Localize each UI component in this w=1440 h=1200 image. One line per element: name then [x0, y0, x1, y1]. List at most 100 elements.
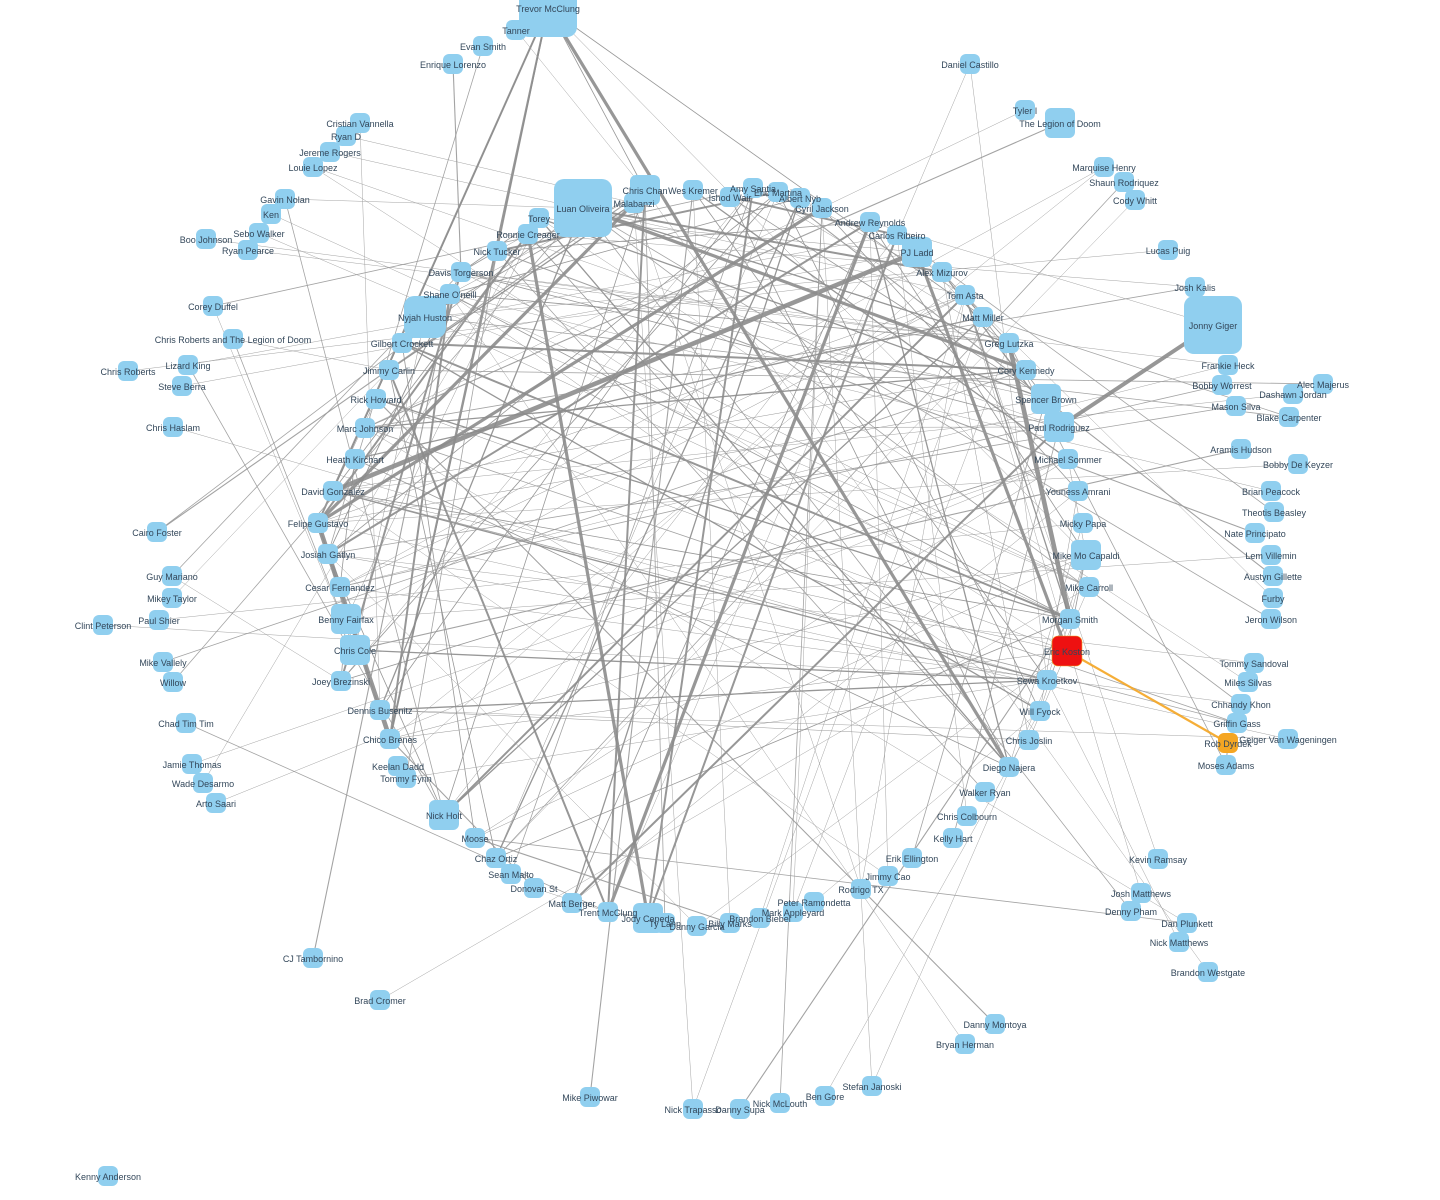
svg-text:Mike Mo Capaldi: Mike Mo Capaldi [1052, 551, 1119, 561]
svg-text:Tommy Fynn: Tommy Fynn [380, 774, 432, 784]
svg-text:Nate Principato: Nate Principato [1224, 529, 1286, 539]
svg-text:Josh Kalis: Josh Kalis [1174, 283, 1216, 293]
svg-text:Chris Roberts: Chris Roberts [100, 367, 156, 377]
svg-text:Gavin Nolan: Gavin Nolan [260, 195, 310, 205]
svg-text:Tyler I: Tyler I [1013, 106, 1038, 116]
svg-text:Geiger Van Wageningen: Geiger Van Wageningen [1239, 735, 1337, 745]
svg-text:Paul Rodriguez: Paul Rodriguez [1028, 423, 1090, 433]
svg-text:Torey: Torey [528, 214, 551, 224]
svg-text:Clint Peterson: Clint Peterson [75, 621, 132, 631]
svg-text:Danny Montoya: Danny Montoya [963, 1020, 1026, 1030]
svg-text:Jeron Wilson: Jeron Wilson [1245, 615, 1297, 625]
svg-text:Aramis Hudson: Aramis Hudson [1210, 445, 1272, 455]
svg-text:Chico Brenes: Chico Brenes [363, 735, 418, 745]
svg-text:Bobby De Keyzer: Bobby De Keyzer [1263, 460, 1333, 470]
svg-text:Felipe Gustavo: Felipe Gustavo [288, 519, 349, 529]
svg-text:Micky Papa: Micky Papa [1060, 519, 1107, 529]
svg-text:Kenny Anderson: Kenny Anderson [75, 1172, 141, 1182]
svg-text:Heath Kirchart: Heath Kirchart [326, 455, 384, 465]
svg-text:Ronnie Creager: Ronnie Creager [496, 230, 560, 240]
svg-text:Shane O'neill: Shane O'neill [423, 290, 476, 300]
svg-text:Chhandy Khon: Chhandy Khon [1211, 700, 1271, 710]
svg-text:Lem Villemin: Lem Villemin [1245, 551, 1296, 561]
svg-text:Spencer Brown: Spencer Brown [1015, 395, 1077, 405]
svg-text:The Legion of Doom: The Legion of Doom [1019, 119, 1101, 129]
svg-text:Dan Plunkett: Dan Plunkett [1161, 919, 1213, 929]
svg-text:Cairo Foster: Cairo Foster [132, 528, 182, 538]
svg-text:Lucas Puig: Lucas Puig [1146, 246, 1191, 256]
svg-text:Furby: Furby [1261, 594, 1285, 604]
svg-text:Louie Lopez: Louie Lopez [288, 163, 338, 173]
svg-text:Benny Fairfax: Benny Fairfax [318, 615, 374, 625]
svg-text:Dennis Busenitz: Dennis Busenitz [347, 706, 413, 716]
svg-text:Cory Kennedy: Cory Kennedy [997, 366, 1055, 376]
svg-text:Greg Lutzka: Greg Lutzka [984, 339, 1033, 349]
svg-text:Tanner: Tanner [502, 26, 530, 36]
svg-text:Boo Johnson: Boo Johnson [180, 235, 233, 245]
svg-text:Alex Mizurov: Alex Mizurov [916, 268, 968, 278]
svg-text:Keelan Dadd: Keelan Dadd [372, 762, 424, 772]
svg-text:Marc Johnson: Marc Johnson [337, 424, 394, 434]
svg-text:Ishod Wair: Ishod Wair [709, 193, 752, 203]
svg-text:Moose: Moose [461, 834, 488, 844]
svg-text:Mason Silva: Mason Silva [1211, 402, 1260, 412]
svg-text:Peter Ramondetta: Peter Ramondetta [777, 898, 850, 908]
svg-text:Sebo Walker: Sebo Walker [233, 229, 284, 239]
svg-text:Davis Torgerson: Davis Torgerson [429, 268, 494, 278]
svg-text:Diego Najera: Diego Najera [983, 763, 1036, 773]
svg-text:Joey Brezinski: Joey Brezinski [312, 677, 370, 687]
svg-text:Josiah Gatlyn: Josiah Gatlyn [301, 550, 356, 560]
svg-text:Chris Cole: Chris Cole [334, 646, 376, 656]
svg-text:Ryan D: Ryan D [331, 132, 362, 142]
svg-text:Jimmy Carlin: Jimmy Carlin [363, 366, 415, 376]
svg-text:Eric Koston: Eric Koston [1044, 647, 1090, 657]
svg-text:Jamie Thomas: Jamie Thomas [163, 760, 222, 770]
svg-text:Shaun Rodriquez: Shaun Rodriquez [1089, 178, 1159, 188]
svg-text:Guy Mariano: Guy Mariano [146, 572, 198, 582]
svg-text:Jereme Rogers: Jereme Rogers [299, 148, 361, 158]
svg-text:Evan Smith: Evan Smith [460, 42, 506, 52]
svg-text:Kevin Ramsay: Kevin Ramsay [1129, 855, 1188, 865]
svg-text:Kelly Hart: Kelly Hart [933, 834, 973, 844]
svg-text:Carlos Ribeiro: Carlos Ribeiro [868, 231, 925, 241]
svg-text:Chad Tim Tim: Chad Tim Tim [158, 719, 214, 729]
svg-text:Nick Trapasso: Nick Trapasso [664, 1105, 721, 1115]
svg-text:Lizard King: Lizard King [165, 361, 210, 371]
svg-text:Tommy Sandoval: Tommy Sandoval [1219, 659, 1288, 669]
svg-text:Brandon Westgate: Brandon Westgate [1171, 968, 1245, 978]
svg-text:Cristian Vannella: Cristian Vannella [326, 119, 393, 129]
svg-text:Denny Pham: Denny Pham [1105, 907, 1157, 917]
svg-text:Paul Shier: Paul Shier [138, 616, 180, 626]
svg-text:Sewa Kroetkov: Sewa Kroetkov [1017, 676, 1078, 686]
svg-text:Nyjah Huston: Nyjah Huston [398, 313, 452, 323]
svg-text:Theotis Beasley: Theotis Beasley [1242, 508, 1307, 518]
svg-text:Wade Desarmo: Wade Desarmo [172, 779, 234, 789]
svg-text:Morgan Smith: Morgan Smith [1042, 615, 1098, 625]
svg-text:Malabanzi: Malabanzi [613, 199, 654, 209]
svg-text:Daniel Castillo: Daniel Castillo [941, 60, 999, 70]
svg-text:Chris Roberts and The Legion o: Chris Roberts and The Legion of Doom [155, 335, 311, 345]
svg-text:Donovan St: Donovan St [510, 884, 558, 894]
svg-text:Steve Berra: Steve Berra [158, 382, 206, 392]
svg-text:Albert Nyb: Albert Nyb [779, 194, 821, 204]
svg-text:Alec Majerus: Alec Majerus [1297, 380, 1350, 390]
svg-text:Will Fyock: Will Fyock [1020, 707, 1061, 717]
svg-text:Josh Matthews: Josh Matthews [1111, 889, 1172, 899]
svg-text:Ben Gore: Ben Gore [806, 1092, 845, 1102]
svg-text:Jonny Giger: Jonny Giger [1189, 321, 1238, 331]
svg-text:Mikey Taylor: Mikey Taylor [147, 594, 197, 604]
svg-text:Rick Howard: Rick Howard [350, 395, 401, 405]
svg-text:Trent McClung: Trent McClung [579, 908, 638, 918]
svg-text:Chris Joslin: Chris Joslin [1006, 736, 1053, 746]
svg-text:Danny Supa: Danny Supa [715, 1105, 765, 1115]
svg-text:Mike Carroll: Mike Carroll [1065, 583, 1113, 593]
svg-text:Chris Chan: Chris Chan [622, 186, 667, 196]
svg-text:Bryan Herman: Bryan Herman [936, 1040, 994, 1050]
svg-text:Erik Ellington: Erik Ellington [886, 854, 939, 864]
svg-text:Walker Ryan: Walker Ryan [959, 788, 1010, 798]
svg-text:Frankie Heck: Frankie Heck [1201, 361, 1255, 371]
svg-text:Stefan Janoski: Stefan Janoski [842, 1082, 901, 1092]
svg-text:CJ Tambornino: CJ Tambornino [283, 954, 343, 964]
svg-text:Brian Peacock: Brian Peacock [1242, 487, 1301, 497]
svg-text:Ryan Pearce: Ryan Pearce [222, 246, 274, 256]
